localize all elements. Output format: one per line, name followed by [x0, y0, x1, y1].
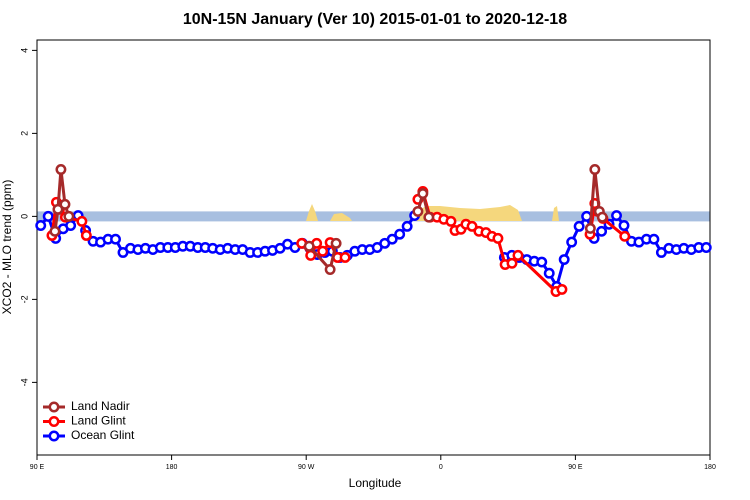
- data-point: [52, 203, 64, 215]
- data-point: [556, 283, 568, 295]
- y-tick-label: 4: [19, 48, 29, 53]
- data-point: [339, 252, 351, 263]
- data-point: [700, 242, 712, 253]
- data-point: [423, 211, 435, 223]
- data-point: [648, 233, 660, 245]
- data-point: [65, 220, 77, 231]
- land-patch: [306, 204, 318, 221]
- series: [46, 186, 631, 297]
- data-point: [566, 236, 578, 248]
- legend-label: Land Glint: [71, 414, 126, 428]
- data-point: [543, 267, 555, 279]
- y-tick-label: 2: [19, 131, 29, 136]
- data-point: [394, 228, 406, 240]
- data-point: [59, 198, 71, 210]
- data-point: [512, 249, 524, 261]
- y-tick-label: 0: [19, 214, 29, 219]
- x-tick-label: 90 E: [568, 464, 583, 471]
- data-point: [303, 240, 315, 252]
- data-point: [324, 264, 336, 275]
- data-point: [49, 225, 61, 237]
- y-tick-label: -2: [19, 295, 29, 303]
- y-tick-label: -4: [19, 378, 29, 386]
- ocean-band: [37, 211, 710, 222]
- data-point: [401, 220, 413, 232]
- data-point: [63, 210, 75, 222]
- data-point: [55, 164, 67, 175]
- data-point: [589, 164, 601, 175]
- data-point: [596, 211, 608, 223]
- data-point: [596, 225, 608, 237]
- data-point: [466, 220, 478, 232]
- x-tick-label: 180: [704, 464, 716, 471]
- land-patch: [330, 213, 352, 221]
- x-tick-label: 180: [166, 464, 178, 471]
- data-point: [330, 237, 342, 249]
- data-point: [492, 232, 504, 244]
- legend-label: Land Nadir: [71, 399, 130, 413]
- legend-marker: [48, 430, 60, 442]
- data-point: [317, 245, 329, 257]
- data-point: [558, 254, 570, 265]
- data-point: [536, 256, 548, 268]
- legend-label: Ocean Glint: [71, 428, 135, 442]
- data-point: [110, 233, 121, 245]
- x-axis-title: Longitude: [349, 476, 402, 490]
- data-point: [76, 215, 88, 227]
- land-patch: [552, 206, 559, 221]
- x-tick-label: 90 E: [30, 464, 45, 471]
- data-point: [619, 230, 631, 242]
- data-point: [80, 230, 92, 241]
- chart-title: 10N-15N January (Ver 10) 2015-01-01 to 2…: [183, 11, 567, 28]
- data-point: [35, 220, 47, 231]
- data-point: [445, 215, 457, 227]
- data-point: [412, 205, 424, 217]
- data-point: [417, 188, 429, 200]
- x-tick-label: 90 W: [298, 464, 315, 471]
- data-point: [573, 220, 585, 232]
- x-tick-label: 0: [439, 464, 443, 471]
- data-point: [584, 222, 596, 234]
- data-point: [42, 210, 54, 222]
- y-axis-title: XCO2 - MLO trend (ppm): [0, 180, 14, 315]
- data-point: [618, 220, 630, 231]
- data-point: [386, 233, 398, 245]
- data-point: [506, 257, 518, 269]
- legend-marker: [48, 416, 60, 427]
- series: [49, 164, 608, 275]
- legend-marker: [48, 401, 60, 413]
- data-point: [611, 210, 622, 221]
